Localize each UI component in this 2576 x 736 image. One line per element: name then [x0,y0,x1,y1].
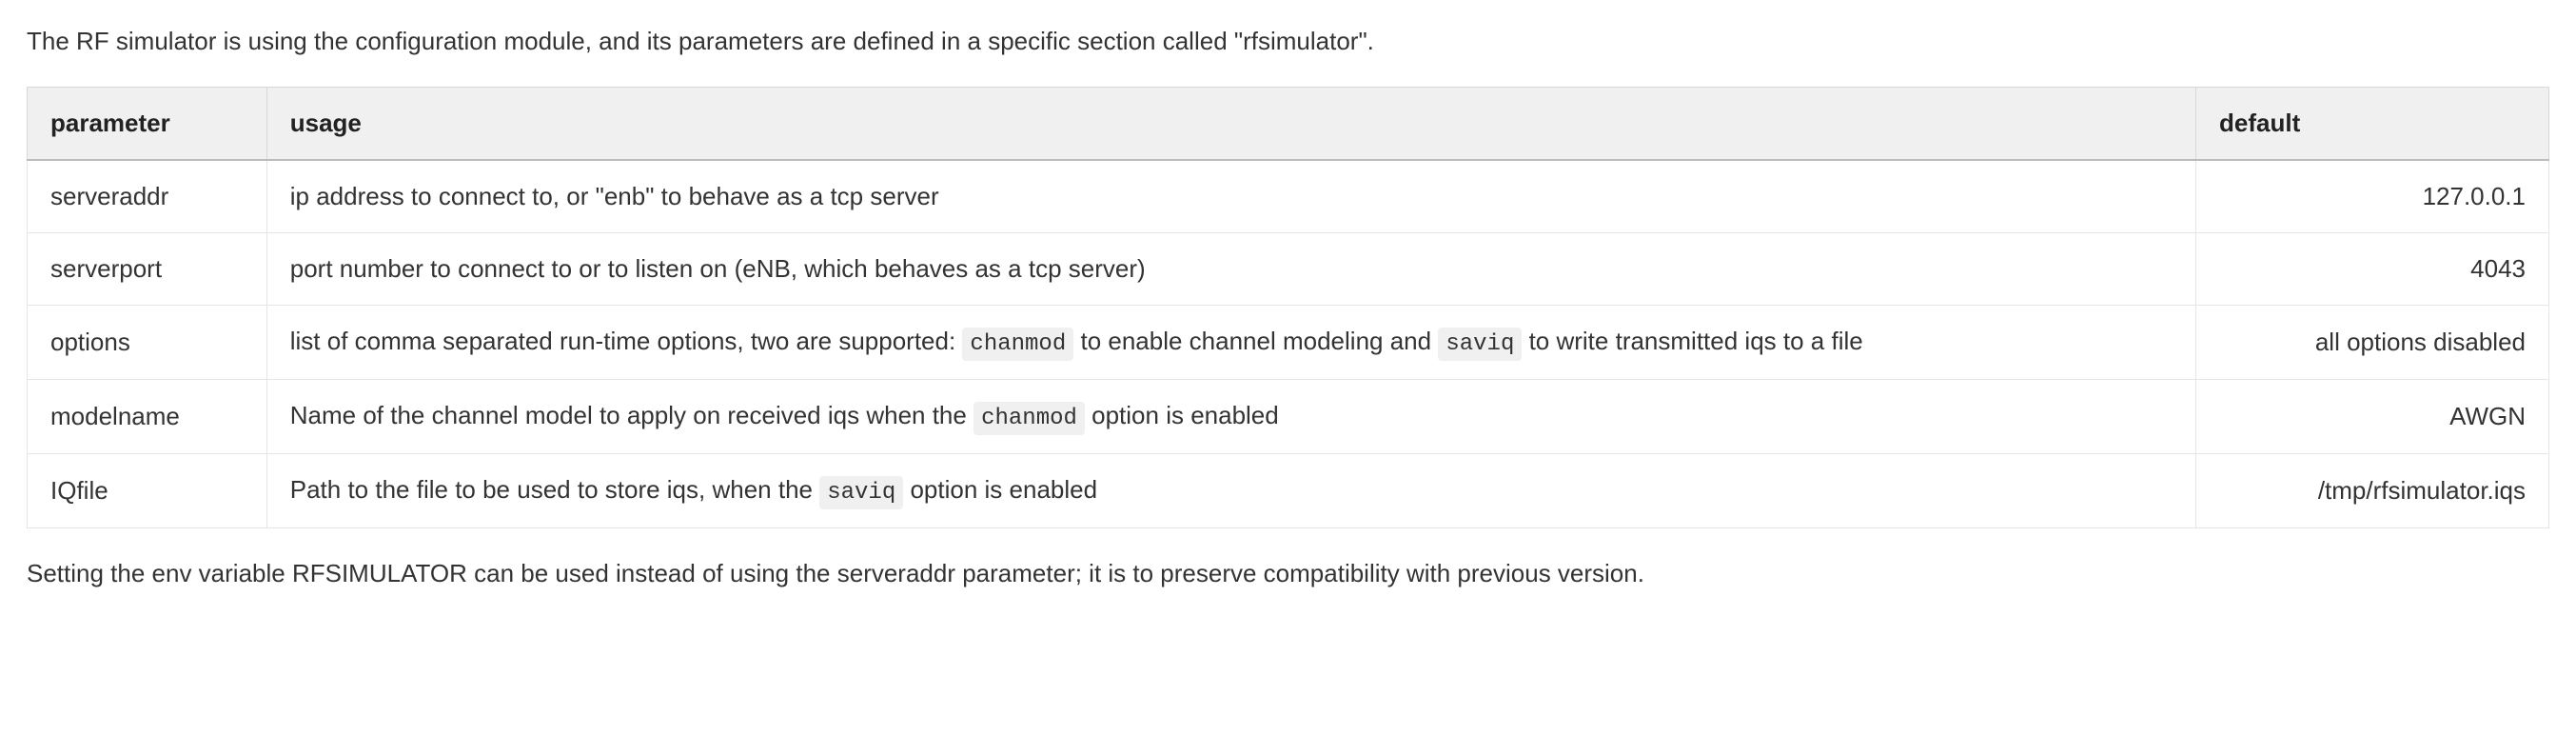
code-token: chanmod [962,328,1073,361]
cell-default: /tmp/rfsimulator.iqs [2196,454,2549,528]
cell-parameter: serveraddr [28,160,267,233]
header-default: default [2196,88,2549,161]
header-parameter: parameter [28,88,267,161]
cell-usage: port number to connect to or to listen o… [266,233,2195,306]
cell-parameter: IQfile [28,454,267,528]
table-row: IQfilePath to the file to be used to sto… [28,454,2549,528]
outro-paragraph: Setting the env variable RFSIMULATOR can… [27,555,2549,592]
code-token: saviq [819,476,903,509]
parameters-table: parameter usage default serveraddrip add… [27,87,2549,528]
cell-parameter: options [28,306,267,380]
cell-default: all options disabled [2196,306,2549,380]
cell-parameter: serverport [28,233,267,306]
cell-usage: Name of the channel model to apply on re… [266,380,2195,454]
table-row: optionslist of comma separated run-time … [28,306,2549,380]
code-token: chanmod [973,402,1085,435]
header-usage: usage [266,88,2195,161]
cell-default: AWGN [2196,380,2549,454]
intro-paragraph: The RF simulator is using the configurat… [27,23,2549,60]
cell-usage: ip address to connect to, or "enb" to be… [266,160,2195,233]
cell-parameter: modelname [28,380,267,454]
cell-usage: list of comma separated run-time options… [266,306,2195,380]
table-row: serverportport number to connect to or t… [28,233,2549,306]
cell-default: 127.0.0.1 [2196,160,2549,233]
table-header-row: parameter usage default [28,88,2549,161]
cell-default: 4043 [2196,233,2549,306]
code-token: saviq [1438,328,1522,361]
cell-usage: Path to the file to be used to store iqs… [266,454,2195,528]
table-row: modelnameName of the channel model to ap… [28,380,2549,454]
table-row: serveraddrip address to connect to, or "… [28,160,2549,233]
